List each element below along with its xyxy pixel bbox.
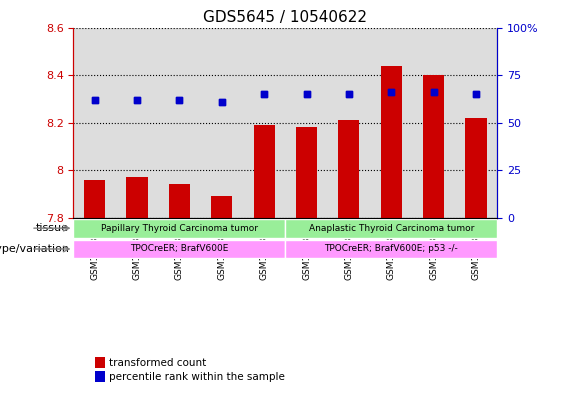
Bar — [381, 66, 402, 218]
Point — [132, 97, 141, 103]
Point — [429, 89, 438, 95]
FancyBboxPatch shape — [73, 240, 285, 258]
Text: Anaplastic Thyroid Carcinoma tumor: Anaplastic Thyroid Carcinoma tumor — [308, 224, 474, 233]
Point — [132, 97, 141, 103]
Point — [344, 91, 354, 97]
FancyBboxPatch shape — [285, 219, 497, 237]
Point — [302, 91, 311, 97]
Point — [429, 89, 438, 95]
Bar — [455, 28, 497, 218]
Bar — [127, 177, 147, 218]
Bar — [211, 196, 232, 218]
Bar — [127, 177, 147, 218]
Bar — [169, 184, 190, 218]
Bar — [211, 196, 232, 218]
Point — [259, 91, 269, 97]
Bar — [73, 28, 116, 218]
Text: transformed count: transformed count — [110, 358, 207, 367]
Point — [386, 89, 396, 95]
Point — [217, 99, 226, 105]
Bar — [84, 180, 105, 218]
Text: TPOCreER; BrafV600E: TPOCreER; BrafV600E — [130, 244, 229, 253]
Point — [471, 91, 480, 97]
Bar — [423, 75, 444, 218]
Bar — [95, 357, 105, 368]
Bar — [466, 118, 486, 218]
Text: percentile rank within the sample: percentile rank within the sample — [110, 372, 285, 382]
Point — [471, 91, 480, 97]
Bar — [158, 28, 201, 218]
Bar — [466, 118, 486, 218]
Point — [90, 97, 99, 103]
Point — [90, 97, 99, 103]
Bar — [285, 28, 328, 218]
Bar — [423, 75, 444, 218]
Bar — [328, 28, 370, 218]
Bar — [412, 28, 455, 218]
Bar — [95, 371, 105, 382]
Bar — [370, 28, 412, 218]
Bar — [254, 125, 275, 218]
Point — [217, 99, 226, 105]
Text: genotype/variation: genotype/variation — [0, 244, 69, 254]
FancyBboxPatch shape — [73, 219, 285, 237]
Point — [259, 91, 269, 97]
Bar — [116, 28, 158, 218]
Text: Papillary Thyroid Carcinoma tumor: Papillary Thyroid Carcinoma tumor — [101, 224, 258, 233]
Bar — [84, 180, 105, 218]
Bar — [201, 28, 243, 218]
Point — [175, 97, 184, 103]
Point — [386, 89, 396, 95]
Bar — [381, 66, 402, 218]
Point — [175, 97, 184, 103]
Text: tissue: tissue — [36, 223, 69, 233]
Point — [344, 91, 354, 97]
Title: GDS5645 / 10540622: GDS5645 / 10540622 — [203, 10, 367, 25]
Bar — [169, 184, 190, 218]
Text: TPOCreER; BrafV600E; p53 -/-: TPOCreER; BrafV600E; p53 -/- — [324, 244, 458, 253]
Bar — [338, 120, 359, 218]
Bar — [243, 28, 285, 218]
Point — [302, 91, 311, 97]
Bar — [338, 120, 359, 218]
Bar — [254, 125, 275, 218]
Bar — [296, 127, 317, 218]
Bar — [296, 127, 317, 218]
FancyBboxPatch shape — [285, 240, 497, 258]
